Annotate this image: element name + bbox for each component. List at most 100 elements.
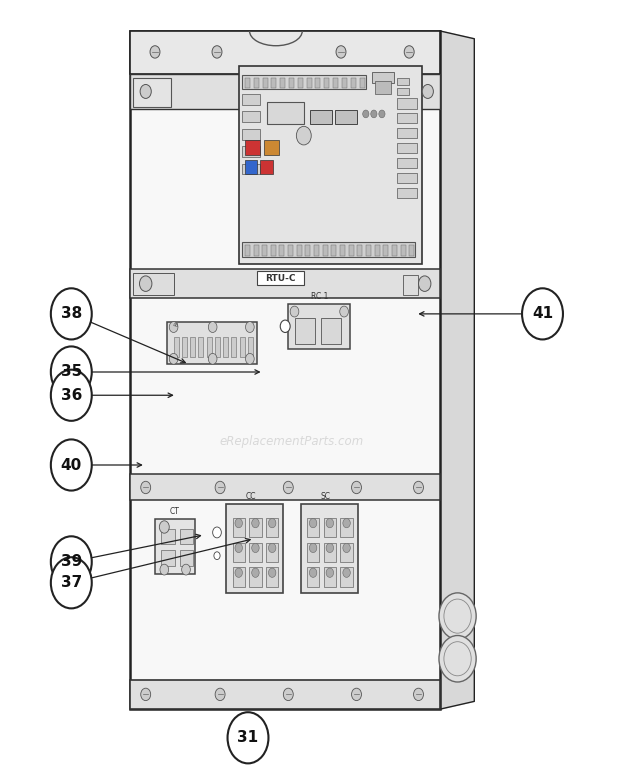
Bar (130, 269, 440, 298)
Circle shape (283, 688, 293, 701)
Bar (397, 88, 409, 95)
Bar (403, 275, 418, 294)
Bar (260, 160, 273, 174)
Bar (262, 78, 267, 88)
Circle shape (404, 46, 414, 58)
Polygon shape (440, 31, 474, 709)
Bar (314, 245, 319, 256)
Bar (288, 304, 350, 349)
Bar (133, 78, 171, 107)
Circle shape (414, 688, 423, 701)
Bar (351, 78, 356, 88)
Circle shape (235, 568, 242, 577)
Bar (245, 245, 250, 256)
Circle shape (290, 306, 299, 317)
Text: 48: 48 (172, 323, 179, 328)
Circle shape (252, 568, 259, 577)
Circle shape (160, 564, 169, 575)
Circle shape (51, 557, 92, 608)
Bar (242, 94, 260, 105)
Bar (266, 542, 278, 562)
Bar (301, 504, 358, 593)
Text: 37: 37 (61, 575, 82, 591)
Bar (366, 245, 371, 256)
Bar (242, 242, 415, 257)
Circle shape (169, 322, 178, 332)
Bar (133, 273, 174, 295)
Bar (307, 78, 312, 88)
Bar (340, 542, 353, 562)
Bar (215, 337, 220, 356)
Circle shape (418, 276, 431, 291)
Bar (249, 518, 262, 537)
Bar (182, 337, 187, 356)
Bar (190, 337, 195, 356)
Bar (397, 158, 417, 168)
Bar (297, 245, 302, 256)
Bar (397, 78, 409, 85)
Bar (167, 322, 257, 364)
Bar (397, 128, 417, 138)
Circle shape (326, 543, 334, 553)
Circle shape (169, 353, 178, 364)
Circle shape (51, 346, 92, 398)
Bar (288, 245, 293, 256)
Bar (294, 318, 315, 344)
Circle shape (309, 518, 317, 528)
Bar (340, 245, 345, 256)
Bar (289, 78, 294, 88)
Circle shape (268, 518, 276, 528)
Bar (249, 567, 262, 587)
Circle shape (246, 322, 254, 332)
Bar (264, 140, 279, 155)
Circle shape (141, 481, 151, 494)
Bar (130, 74, 440, 108)
Bar (242, 75, 366, 89)
Bar (198, 337, 203, 356)
Bar (266, 518, 278, 537)
Circle shape (51, 370, 92, 421)
Bar (226, 504, 283, 593)
Bar (316, 78, 321, 88)
Circle shape (268, 543, 276, 553)
Circle shape (228, 712, 268, 763)
Circle shape (212, 46, 222, 58)
Bar (130, 680, 440, 709)
Text: 38: 38 (61, 306, 82, 322)
Circle shape (309, 568, 317, 577)
Bar (242, 164, 260, 174)
Bar (240, 337, 245, 356)
Bar (242, 129, 260, 140)
Circle shape (213, 527, 221, 538)
Circle shape (326, 568, 334, 577)
Bar (324, 518, 336, 537)
Bar (232, 567, 245, 587)
Circle shape (51, 288, 92, 339)
Bar (271, 245, 276, 256)
Text: 31: 31 (237, 730, 259, 746)
Bar (242, 146, 260, 157)
Circle shape (141, 688, 151, 701)
Bar (130, 474, 440, 500)
Circle shape (51, 439, 92, 491)
Circle shape (352, 481, 361, 494)
Bar (307, 567, 319, 587)
Bar (331, 245, 336, 256)
Bar (232, 518, 245, 537)
Bar (155, 519, 195, 574)
Circle shape (235, 518, 242, 528)
Bar (397, 173, 417, 183)
Bar (206, 337, 211, 356)
Bar (360, 78, 365, 88)
Bar (333, 78, 338, 88)
Bar (262, 245, 267, 256)
Bar (248, 337, 253, 356)
Circle shape (439, 593, 476, 639)
Bar (306, 245, 311, 256)
Circle shape (343, 543, 350, 553)
Circle shape (140, 276, 152, 291)
Bar (267, 102, 304, 124)
Text: SC: SC (321, 492, 330, 501)
Text: CT: CT (170, 507, 180, 516)
Text: 41: 41 (532, 306, 553, 322)
